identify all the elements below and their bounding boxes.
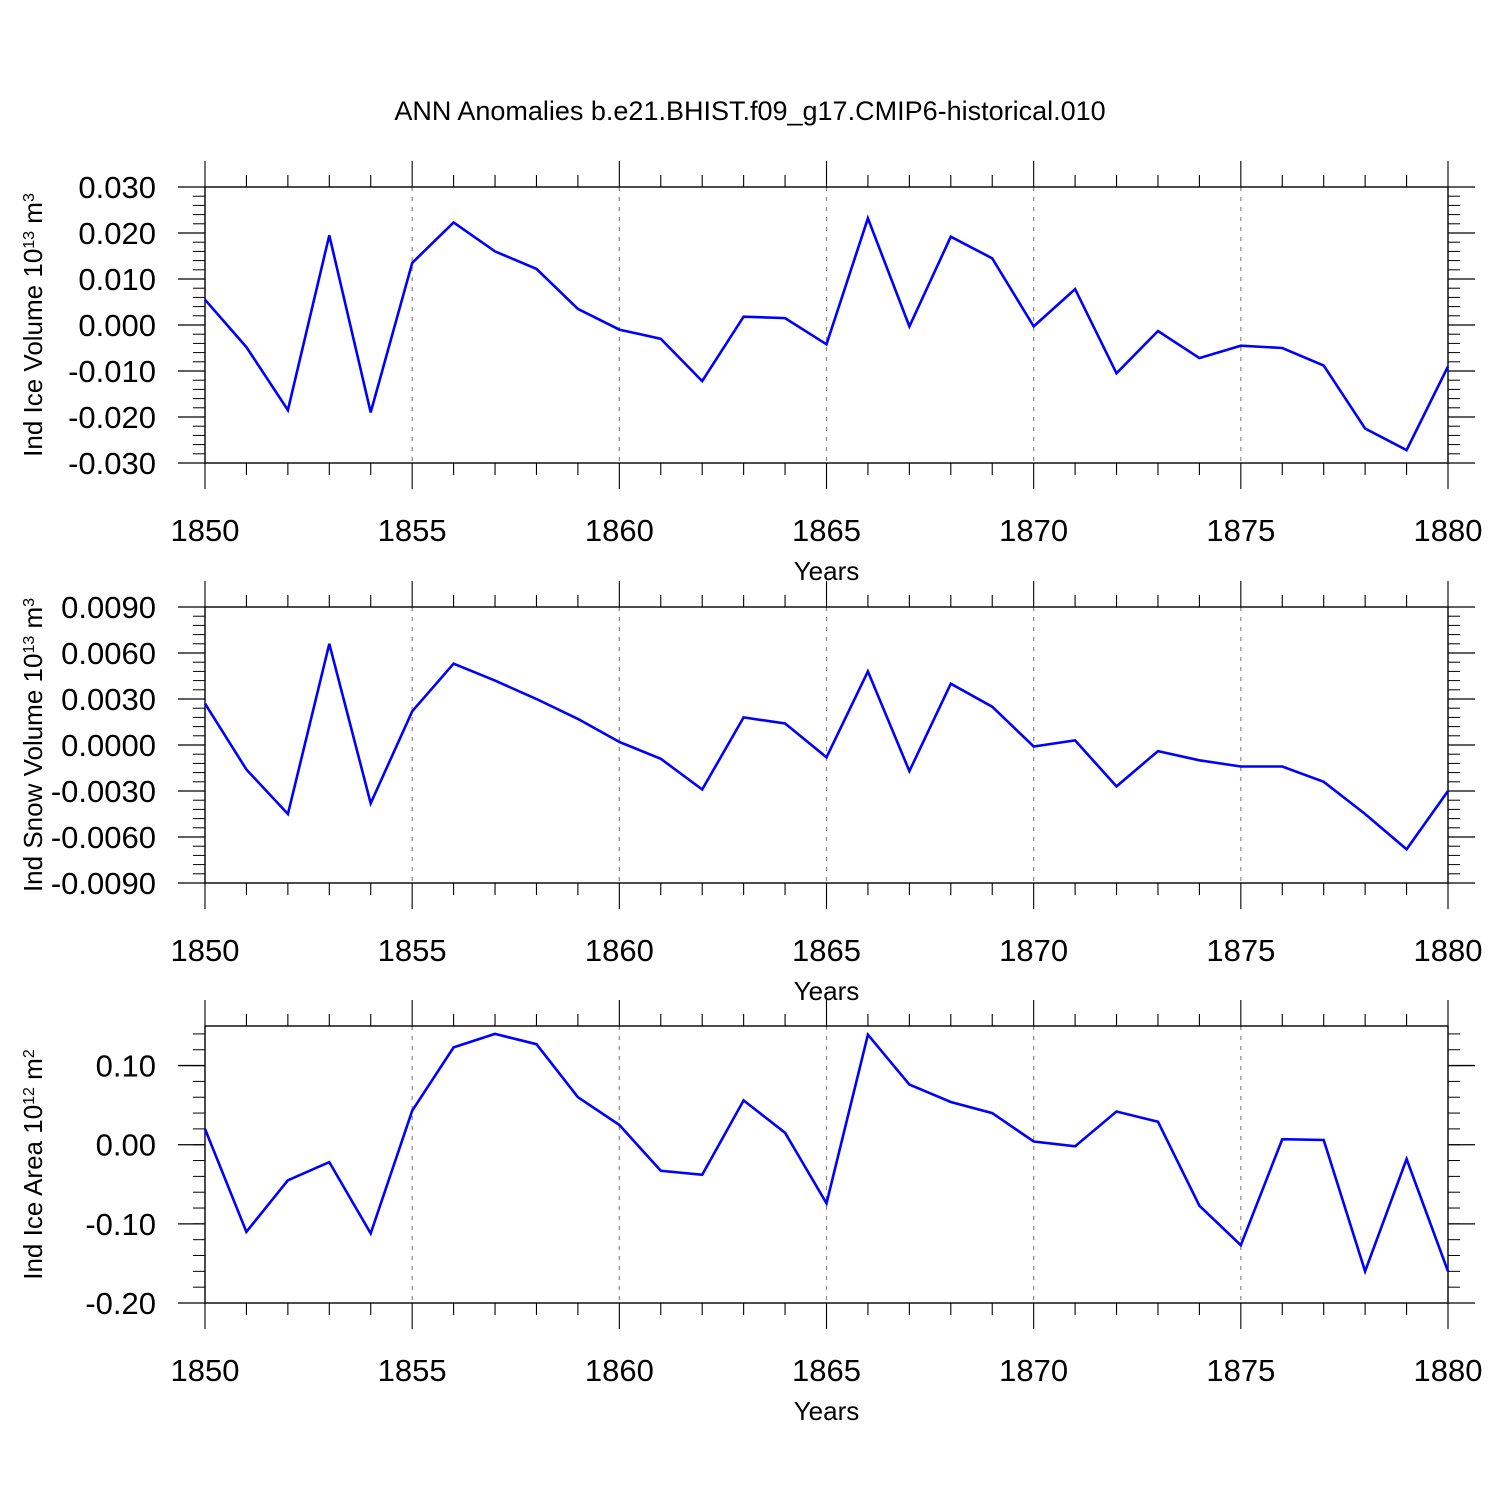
- x-tick-label: 1850: [171, 1353, 240, 1388]
- y-axis-label: Ind Snow Volume 1013 m3: [18, 598, 48, 892]
- x-tick-label: 1880: [1414, 1353, 1483, 1388]
- x-tick-label: 1870: [999, 1353, 1068, 1388]
- series-line: [205, 218, 1448, 450]
- figure-title: ANN Anomalies b.e21.BHIST.f09_g17.CMIP6-…: [0, 96, 1500, 127]
- y-tick-label: 0.10: [96, 1049, 156, 1084]
- y-tick-label: 0.0090: [61, 590, 156, 625]
- y-tick-label: -0.0090: [51, 866, 156, 901]
- x-tick-label: 1870: [999, 513, 1068, 548]
- y-tick-label: 0.030: [78, 170, 156, 205]
- y-tick-label: 0.0030: [61, 682, 156, 717]
- y-axis-label: Ind Ice Volume 1013 m3: [18, 193, 48, 457]
- x-tick-label: 1850: [171, 933, 240, 968]
- x-tick-label: 1865: [792, 513, 861, 548]
- x-tick-label: 1875: [1206, 513, 1275, 548]
- x-tick-label: 1855: [378, 1353, 447, 1388]
- y-tick-label: 0.0000: [61, 728, 156, 763]
- y-tick-label: -0.030: [68, 446, 156, 481]
- x-tick-label: 1875: [1206, 933, 1275, 968]
- x-tick-label: 1855: [378, 513, 447, 548]
- y-tick-label: 0.020: [78, 216, 156, 251]
- y-tick-label: 0.010: [78, 262, 156, 297]
- y-axis-label: Ind Ice Area 1012 m2: [18, 1049, 48, 1280]
- panel-3: 0.10 0.00 -0.10 -0.20 1850 1855 1860 1865 1870 18…: [18, 1000, 1482, 1426]
- y-tick-label: 0.00: [96, 1128, 156, 1163]
- x-tick-label: 1880: [1414, 933, 1483, 968]
- x-tick-label: 1865: [792, 933, 861, 968]
- x-axis-label: Years: [794, 1396, 860, 1426]
- x-tick-label: 1850: [171, 513, 240, 548]
- y-tick-label: -0.010: [68, 354, 156, 389]
- x-tick-label: 1880: [1414, 513, 1483, 548]
- panel-2: 0.0090 0.0060 0.0030 0.0000 -0.0030 -0.0060 -0…: [18, 581, 1482, 1006]
- x-tick-label: 1860: [585, 933, 654, 968]
- y-tick-label: 0.000: [78, 308, 156, 343]
- y-tick-label: -0.20: [85, 1286, 156, 1321]
- y-tick-label: -0.10: [85, 1207, 156, 1242]
- y-tick-label: 0.0060: [61, 636, 156, 671]
- x-tick-label: 1875: [1206, 1353, 1275, 1388]
- x-tick-label: 1855: [378, 933, 447, 968]
- y-tick-label: -0.0030: [51, 774, 156, 809]
- x-tick-label: 1860: [585, 1353, 654, 1388]
- x-tick-label: 1865: [792, 1353, 861, 1388]
- y-tick-label: -0.020: [68, 400, 156, 435]
- x-tick-label: 1860: [585, 513, 654, 548]
- y-tick-label: -0.0060: [51, 820, 156, 855]
- x-tick-label: 1870: [999, 933, 1068, 968]
- panel-1: 0.030 0.020 0.010 0.000 -0.010 -0.020 -0.030 18…: [18, 161, 1482, 586]
